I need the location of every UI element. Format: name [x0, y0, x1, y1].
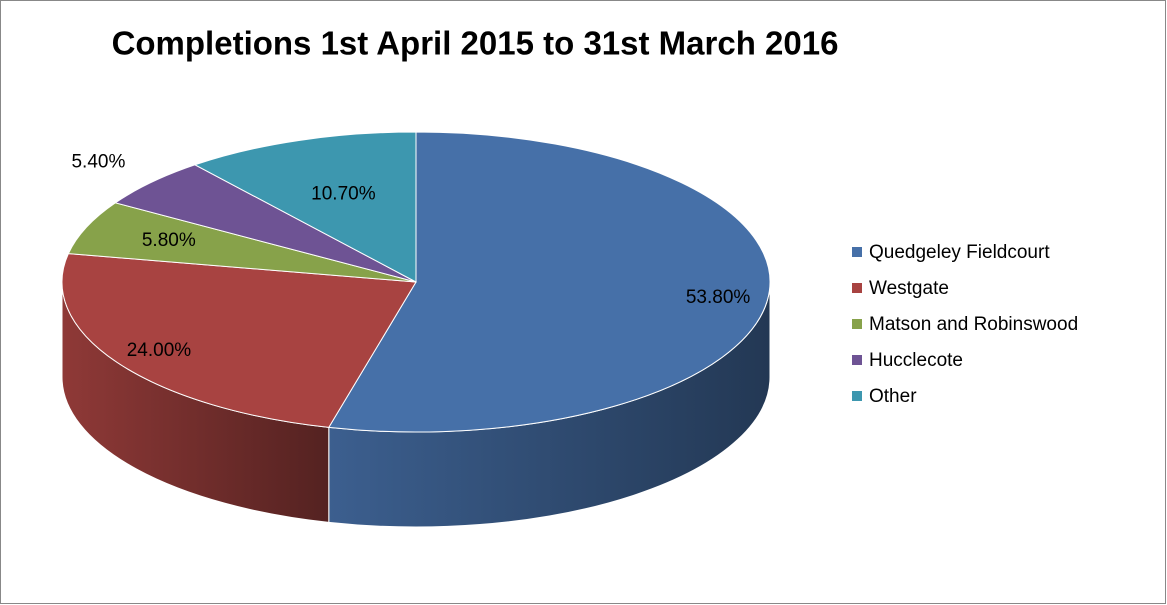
data-label: 24.00% [127, 340, 192, 361]
legend-swatch [852, 247, 862, 257]
data-label: 5.80% [142, 230, 196, 251]
slice [67, 202, 417, 283]
legend-label: Westgate [869, 278, 949, 299]
data-label: 5.40% [71, 151, 125, 172]
slice [61, 253, 417, 428]
slice [327, 131, 771, 433]
slice [193, 131, 417, 283]
legend-label: Matson and Robinswood [869, 314, 1078, 335]
data-label: 10.70% [311, 183, 376, 204]
legend-swatch [852, 319, 862, 329]
legend-swatch [852, 391, 862, 401]
legend-label: Quedgeley Fieldcourt [869, 242, 1050, 263]
chart-title: Completions 1st April 2015 to 31st March… [112, 25, 839, 62]
legend-label: Hucclecote [869, 350, 963, 371]
legend-label: Other [869, 386, 917, 407]
legend-swatch [852, 355, 862, 365]
legend-swatch [852, 283, 862, 293]
data-label: 53.80% [686, 287, 751, 308]
